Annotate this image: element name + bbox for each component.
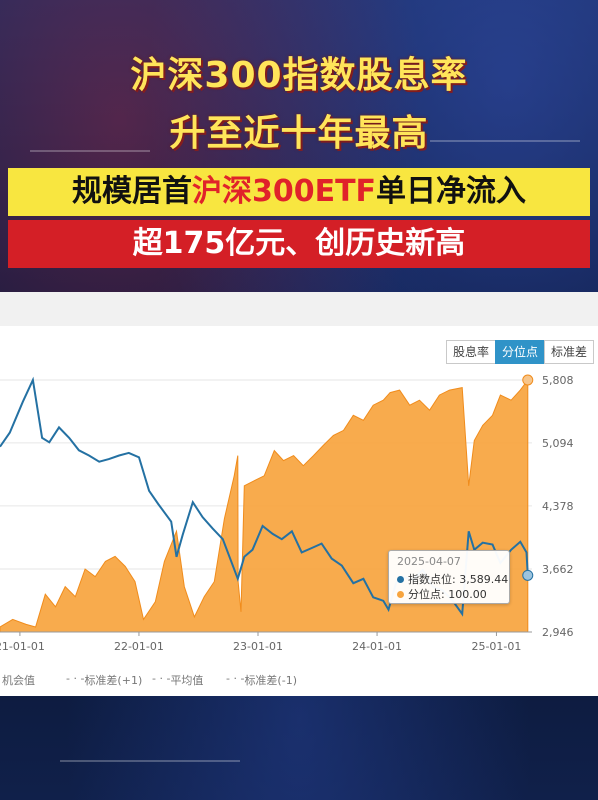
tooltip-percentile-value: 100.00 (448, 588, 487, 601)
legend-item-std-plus[interactable]: - · - 标准差(+1) (66, 672, 143, 687)
legend-item-opportunity[interactable]: 机会值 (2, 674, 35, 687)
index-line (0, 376, 529, 617)
chart-legend: 机会值 - · - 标准差(+1) - · - 平均值 - · - 标准差(-1… (0, 672, 598, 692)
band1-suffix: 单日净流入 (376, 174, 527, 209)
data-tooltip: 2025-04-07 指数点位: 3,589.44 分位点: 100.00 (388, 550, 510, 604)
x-tick-label: 24-01-01 (352, 640, 402, 653)
tab-std-dev[interactable]: 标准差 (543, 340, 594, 364)
light-streak (60, 760, 240, 762)
light-streak (430, 140, 580, 142)
y-tick-label: 5,808 (542, 374, 574, 387)
x-tick-label: 23-01-01 (233, 640, 283, 653)
legend-label: 标准差(+1) (84, 674, 143, 687)
tab-dividend-yield[interactable]: 股息率 (445, 340, 496, 364)
percentile-end-point (522, 374, 534, 386)
y-tick-label: 3,662 (542, 563, 574, 576)
x-tick-label: 21-01-01 (0, 640, 45, 653)
x-tick-label: 22-01-01 (114, 640, 164, 653)
headline-line1: 沪深300指数股息率 (130, 55, 468, 96)
tooltip-index-value: 3,589.44 (459, 573, 509, 586)
series-dot-icon (397, 591, 404, 598)
legend-item-mean[interactable]: - · - 平均值 (152, 672, 204, 687)
metric-tabs: 股息率 分位点 标准差 (445, 340, 594, 364)
band1-highlight: 沪深300ETF (191, 174, 377, 209)
legend-item-std-minus[interactable]: - · - 标准差(-1) (226, 672, 297, 687)
legend-label: 标准差(-1) (244, 674, 297, 687)
band1-prefix: 规模居首 (71, 174, 192, 209)
chart-panel: 5,808 5,094 4,378 3,662 2,946 21-01-01 22-01-0… (0, 292, 598, 696)
highlight-band-red: 超175亿元、创历史新高 (8, 220, 590, 268)
panel-top-strip (0, 292, 598, 326)
legend-label: 平均值 (170, 674, 204, 687)
series-dot-icon (397, 576, 404, 583)
tooltip-index-label: 指数点位: (408, 573, 456, 586)
y-tick-label: 2,946 (542, 626, 574, 639)
highlight-band-yellow: 规模居首沪深300ETF单日净流入 (8, 168, 590, 216)
y-tick-label: 4,378 (542, 500, 574, 513)
x-tick-label: 25-01-01 (471, 640, 521, 653)
tooltip-date: 2025-04-07 (397, 555, 461, 568)
light-streak (30, 150, 150, 152)
y-tick-label: 5,094 (542, 437, 574, 450)
tooltip-row-percentile: 分位点: 100.00 (397, 586, 487, 602)
headline-line2: 升至近十年最高 (169, 113, 429, 154)
index-end-point (522, 569, 534, 581)
tab-percentile[interactable]: 分位点 (494, 340, 545, 364)
tooltip-row-index: 指数点位: 3,589.44 (397, 571, 508, 587)
tooltip-percentile-label: 分位点: (408, 588, 445, 601)
